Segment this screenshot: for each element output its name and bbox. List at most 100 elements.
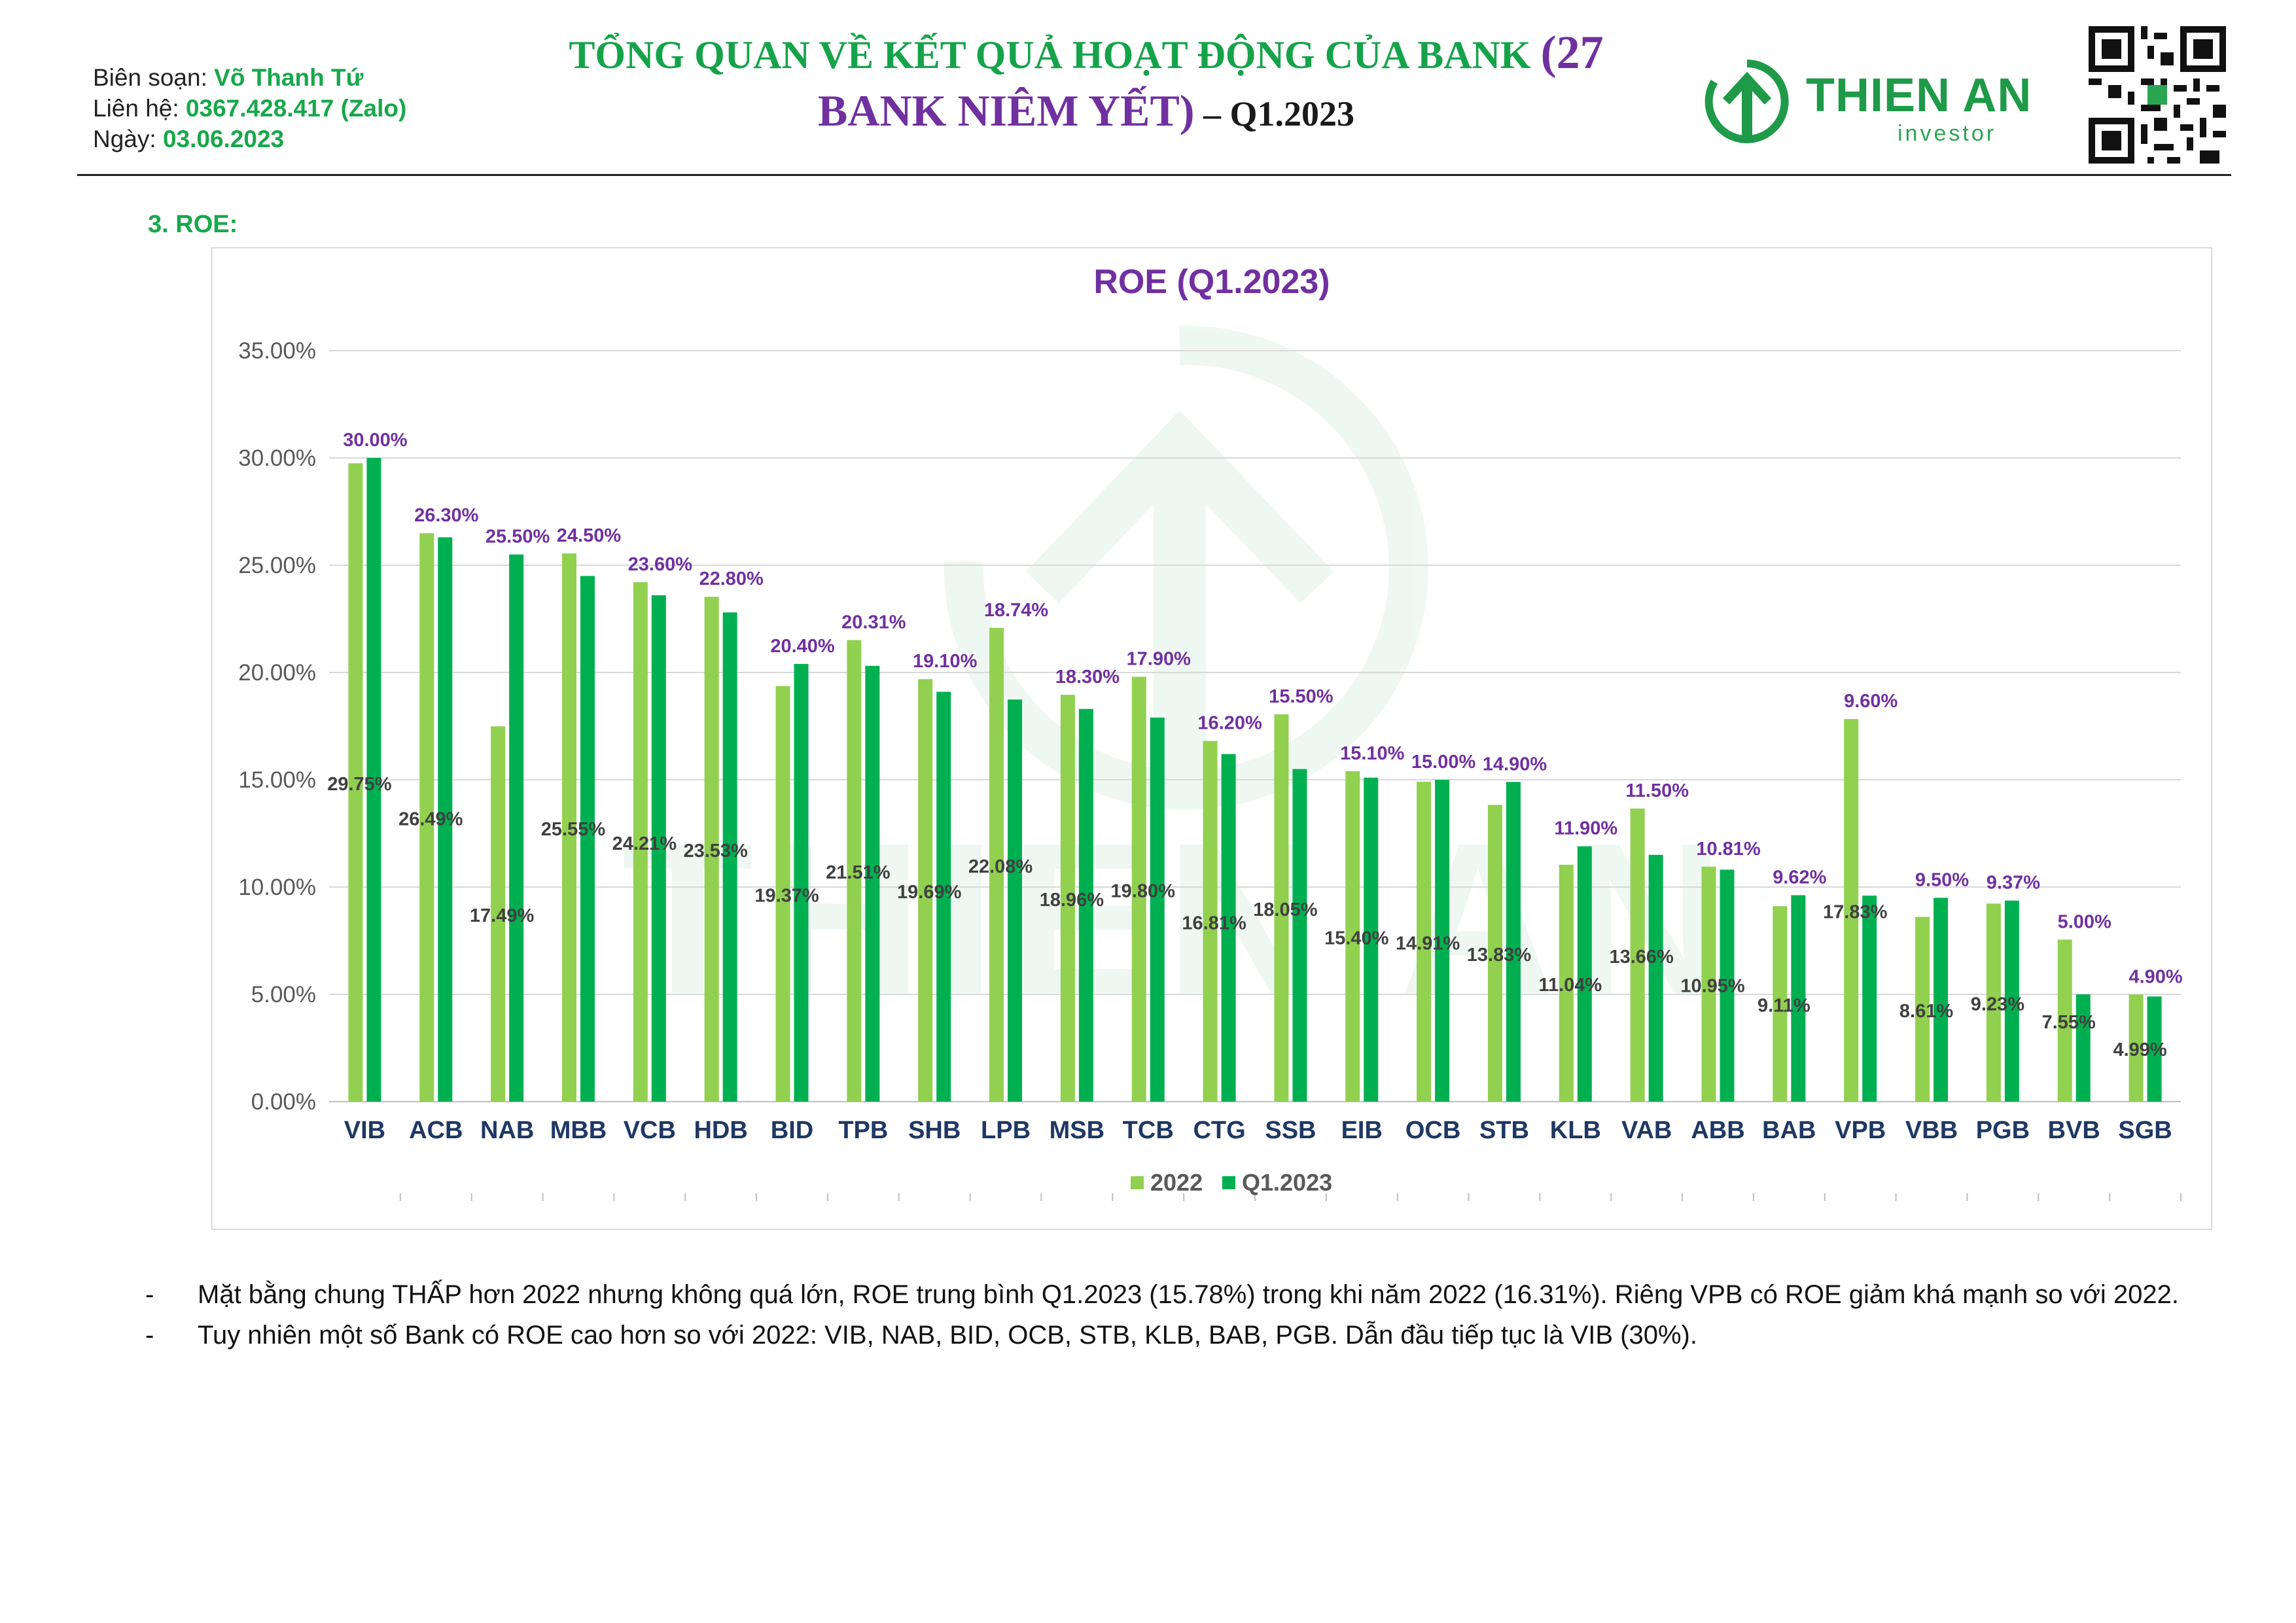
bar-2022-BID	[775, 686, 790, 1102]
bar-Q1.2023-KLB	[1577, 846, 1592, 1102]
data-label-2022: 26.49%	[398, 809, 463, 830]
x-tick-label: BVB	[2048, 1117, 2100, 1144]
data-label-q1-2023: 17.90%	[1127, 649, 1192, 670]
x-tick-label: VCB	[624, 1117, 676, 1144]
bar-Q1.2023-EIB	[1364, 777, 1379, 1102]
data-label-q1-2023: 25.50%	[486, 527, 550, 548]
y-tick-label: 10.00%	[238, 875, 316, 900]
data-label-2022: 19.37%	[754, 885, 819, 906]
bar-2022-SGB	[2128, 994, 2144, 1102]
bar-2022-MBB	[561, 553, 576, 1102]
bar-Q1.2023-BVB	[2075, 994, 2091, 1102]
x-tick-label: MBB	[550, 1117, 607, 1144]
data-label-q1-2023: 11.90%	[1554, 818, 1617, 839]
arrow-logo-icon	[1704, 60, 1789, 143]
data-label-2022: 9.23%	[1971, 994, 2024, 1015]
author-name: Võ Thanh Tứ	[214, 64, 364, 91]
title-line-1: TỔNG QUAN VỀ KẾT QUẢ HOẠT ĐỘNG CỦA BANK …	[569, 26, 1604, 79]
data-label-q1-2023: 9.60%	[1844, 691, 1898, 712]
note-item: - Tuy nhiên một số Bank có ROE cao hơn so…	[145, 1318, 2226, 1353]
logo-sub: investor	[1898, 121, 1997, 146]
bar-2022-EIB	[1345, 771, 1360, 1102]
x-tick-label: CTG	[1193, 1117, 1245, 1144]
bar-Q1.2023-STB	[1506, 782, 1521, 1102]
bar-Q1.2023-LPB	[1008, 699, 1023, 1102]
legend-label-2022: 2022	[1150, 1169, 1203, 1196]
data-label-2022: 10.95%	[1680, 975, 1745, 996]
bar-2022-CTG	[1203, 741, 1218, 1102]
data-label-2022: 24.21%	[612, 833, 677, 854]
x-tick-label: EIB	[1341, 1117, 1383, 1144]
data-label-q1-2023: 19.10%	[913, 651, 978, 672]
bar-Q1.2023-PGB	[2004, 900, 2019, 1102]
contact-line: Liên hệ: 0367.428.417 (Zalo)	[93, 95, 407, 122]
data-label-q1-2023: 30.00%	[343, 430, 408, 451]
bar-Q1.2023-TCB	[1150, 717, 1165, 1102]
x-tick-label: ABB	[1691, 1117, 1744, 1144]
note-dash: -	[145, 1280, 154, 1309]
x-tick-label: VPB	[1835, 1117, 1886, 1144]
roe-bar-chart: THIEN AN 29.75%30.00%26.49%26.30%17.49%2…	[211, 247, 2212, 1230]
bar-2022-STB	[1487, 805, 1502, 1102]
x-tick-label: SSB	[1265, 1117, 1316, 1144]
data-label-q1-2023: 16.20%	[1197, 713, 1262, 734]
x-tick-label: TCB	[1123, 1117, 1174, 1144]
bar-2022-KLB	[1559, 864, 1574, 1102]
x-tick-label: KLB	[1550, 1117, 1601, 1144]
x-tick-label: MSB	[1050, 1117, 1104, 1144]
bar-2022-VBB	[1915, 916, 1930, 1102]
data-label-2022: 25.55%	[541, 819, 606, 840]
bar-2022-VPB	[1844, 719, 1859, 1102]
bar-Q1.2023-MSB	[1078, 708, 1093, 1102]
x-tick-label: SHB	[908, 1117, 961, 1144]
bar-2022-VIB	[348, 463, 363, 1102]
data-label-2022: 18.96%	[1040, 890, 1104, 911]
data-label-2022: 15.40%	[1324, 928, 1389, 949]
bar-Q1.2023-VPB	[1862, 896, 1877, 1102]
x-tick-label: VIB	[344, 1117, 385, 1144]
bar-Q1.2023-SSB	[1292, 769, 1307, 1102]
bar-Q1.2023-ACB	[438, 537, 453, 1102]
x-tick-label: BAB	[1762, 1117, 1816, 1144]
data-label-2022: 13.83%	[1467, 945, 1532, 966]
data-label-2022: 4.99%	[2113, 1039, 2166, 1060]
legend-label-Q1.2023: Q1.2023	[1242, 1169, 1332, 1196]
notes-list: - Mặt bằng chung THẤP hơn 2022 nhưng khôn…	[145, 1277, 2226, 1358]
data-label-2022: 13.66%	[1609, 947, 1674, 968]
bar-2022-ABB	[1701, 866, 1716, 1102]
bar-Q1.2023-OCB	[1435, 780, 1450, 1102]
chart-legend: 2022 Q1.2023	[1131, 1169, 1332, 1196]
data-label-2022: 16.81%	[1182, 913, 1246, 934]
document-meta: Biên soạn: Võ Thanh Tứ Liên hệ: 0367.428…	[93, 62, 406, 154]
data-label-q1-2023: 9.62%	[1773, 867, 1826, 888]
bar-2022-PGB	[1986, 903, 2001, 1102]
data-label-2022: 21.51%	[826, 862, 891, 883]
bar-Q1.2023-BID	[794, 663, 809, 1102]
data-label-q1-2023: 9.37%	[1987, 873, 2040, 894]
data-label-q1-2023: 18.74%	[984, 600, 1049, 621]
logo-name: THIEN AN	[1806, 69, 2032, 122]
bar-Q1.2023-BAB	[1791, 895, 1806, 1102]
y-tick-label: 0.00%	[251, 1089, 316, 1115]
y-tick-label: 5.00%	[251, 982, 316, 1007]
x-tick-label: STB	[1479, 1117, 1529, 1144]
x-tick-label: HDB	[694, 1117, 747, 1144]
date-line: Ngày: 03.06.2023	[93, 126, 285, 152]
section-heading: 3. ROE:	[148, 211, 238, 238]
data-label-2022: 29.75%	[327, 774, 392, 795]
bar-Q1.2023-VIB	[366, 458, 381, 1102]
x-tick-label: OCB	[1405, 1117, 1460, 1144]
x-tick-label: ACB	[409, 1117, 463, 1144]
data-label-q1-2023: 26.30%	[414, 505, 479, 526]
bar-2022-NAB	[491, 726, 506, 1102]
bar-2022-VCB	[633, 582, 648, 1102]
bar-2022-BVB	[2057, 939, 2072, 1102]
data-label-2022: 7.55%	[2042, 1012, 2096, 1033]
bar-Q1.2023-NAB	[509, 554, 524, 1102]
bar-2022-TCB	[1131, 676, 1146, 1102]
y-tick-label: 20.00%	[238, 660, 316, 686]
y-tick-label: 25.00%	[238, 553, 316, 578]
data-label-2022: 22.08%	[968, 856, 1033, 877]
bar-Q1.2023-SGB	[2147, 996, 2162, 1102]
qr-code-icon[interactable]	[2089, 26, 2226, 164]
